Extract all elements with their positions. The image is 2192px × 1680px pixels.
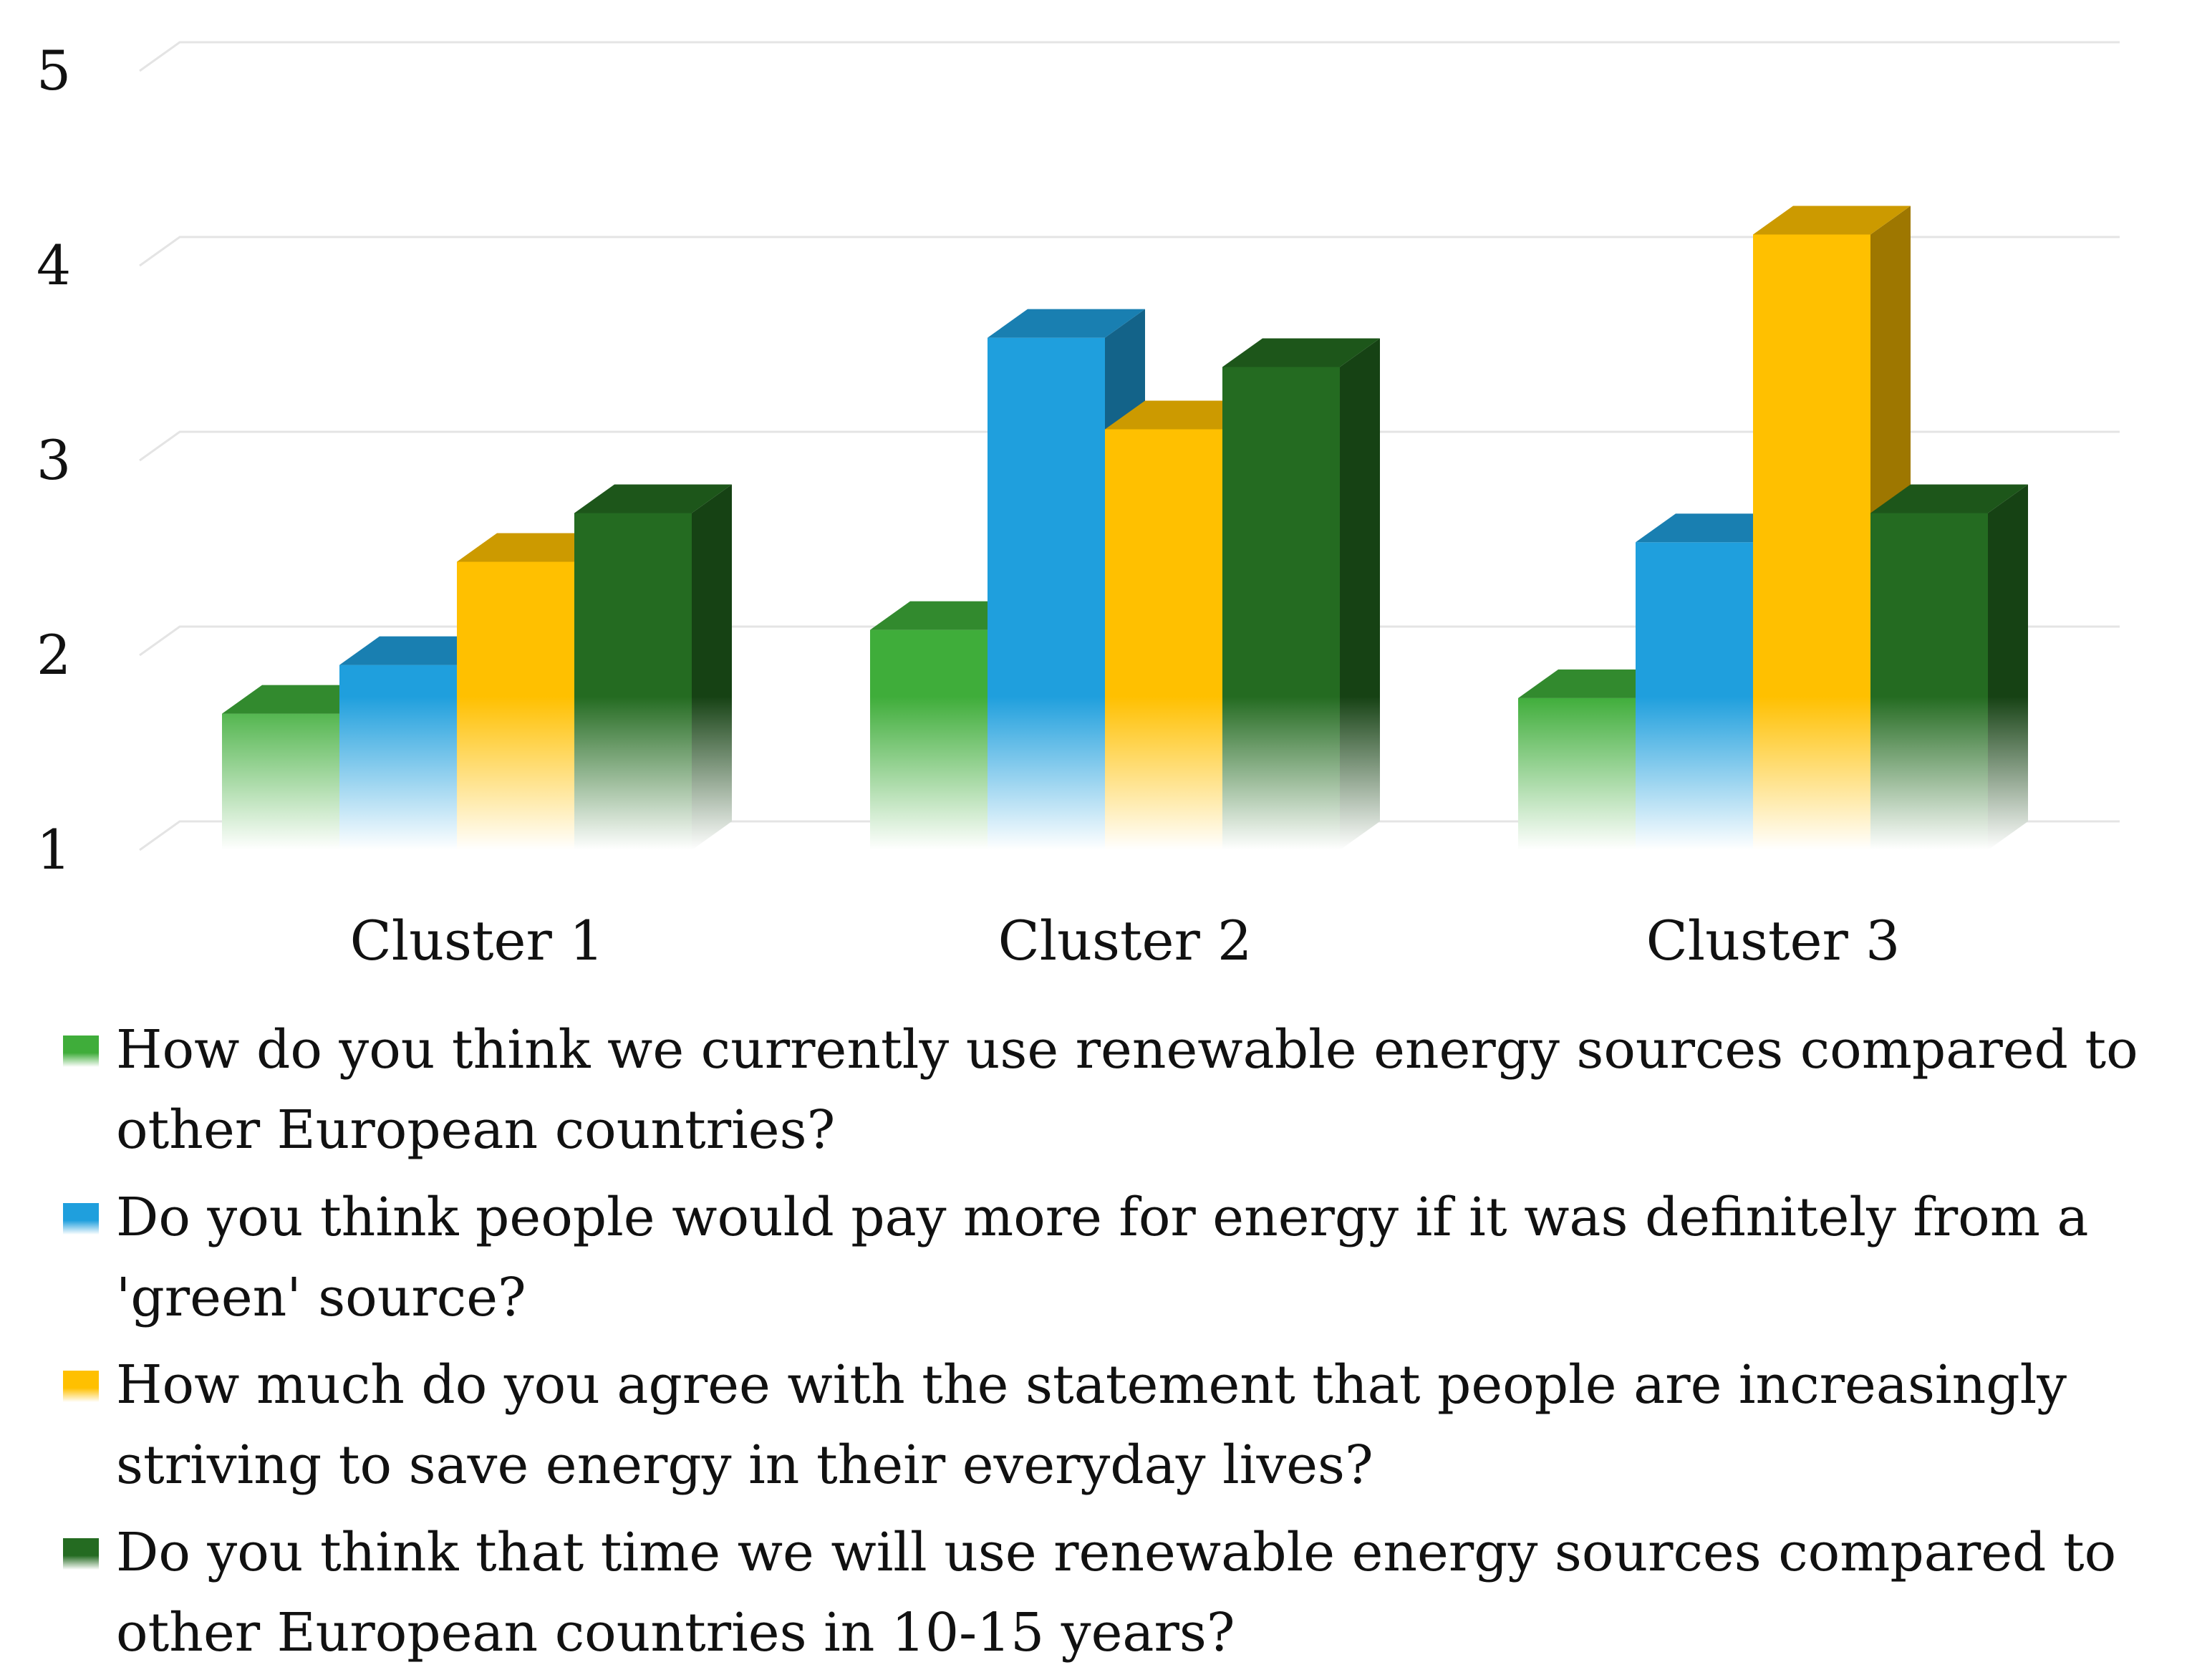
bar-front xyxy=(1518,697,1636,850)
bar-front xyxy=(1753,234,1870,851)
legend-swatch-blue xyxy=(63,1203,99,1235)
y-tick-label: 5 xyxy=(37,39,71,102)
bar-top xyxy=(988,309,1145,338)
bar-side xyxy=(692,484,732,850)
legend-swatch-dark-green xyxy=(63,1538,99,1570)
gridline xyxy=(139,236,2120,267)
bar xyxy=(574,484,732,850)
legend-item-save-energy: How much do you agree with the statement… xyxy=(57,1345,2163,1505)
bar-top xyxy=(574,484,732,513)
legend-label: Do you think people would pay more for e… xyxy=(116,1187,2089,1328)
x-category-label: Cluster 2 xyxy=(998,909,1252,972)
y-tick-label: 2 xyxy=(37,623,71,687)
x-category-label: Cluster 3 xyxy=(1646,909,1901,972)
legend-label: How do you think we currently use renewa… xyxy=(116,1019,2138,1161)
y-axis-ticks: 1 2 3 4 5 xyxy=(37,39,71,882)
legend-item-current-use: How do you think we currently use renewa… xyxy=(57,1010,2163,1170)
bar-front xyxy=(457,561,574,850)
bar xyxy=(1222,338,1380,850)
bar-front xyxy=(339,665,457,850)
gridline xyxy=(139,430,2120,462)
bar-front xyxy=(870,629,988,850)
bar-front xyxy=(574,513,692,850)
bar-top xyxy=(1870,484,2028,513)
gridline xyxy=(139,41,2120,72)
bar-side xyxy=(1988,484,2028,850)
y-tick-label: 1 xyxy=(37,818,71,882)
x-category-label: Cluster 1 xyxy=(350,909,604,972)
bar-front xyxy=(988,337,1105,850)
bar-front xyxy=(222,713,339,850)
x-axis-categories: Cluster 1 Cluster 2 Cluster 3 xyxy=(350,909,1901,972)
legend-item-future-use: Do you think that time we will use renew… xyxy=(57,1512,2163,1673)
chart-plot: 1 2 3 4 5 Cluster 1 Cluster 2 Cluster 3 xyxy=(37,39,2120,972)
bar-top xyxy=(1753,206,1911,235)
bar-side xyxy=(1340,338,1380,850)
legend-label: How much do you agree with the statement… xyxy=(116,1354,2067,1496)
bar-top xyxy=(1222,338,1380,367)
bars xyxy=(222,206,2028,851)
legend-swatch-green xyxy=(63,1035,99,1067)
bar-front xyxy=(1636,542,1753,850)
legend-label: Do you think that time we will use renew… xyxy=(116,1522,2117,1664)
bar-front xyxy=(1222,367,1340,850)
bar xyxy=(1870,484,2028,850)
bar-front xyxy=(1870,513,1988,850)
legend: How do you think we currently use renewa… xyxy=(57,1010,2163,1680)
y-tick-label: 4 xyxy=(37,233,71,297)
legend-swatch-yellow xyxy=(63,1371,99,1402)
legend-item-pay-more: Do you think people would pay more for e… xyxy=(57,1177,2163,1338)
gridline xyxy=(139,820,2120,851)
y-tick-label: 3 xyxy=(37,428,71,492)
bar-front xyxy=(1105,429,1222,850)
gridline xyxy=(139,625,2120,657)
gridlines xyxy=(139,41,2120,851)
